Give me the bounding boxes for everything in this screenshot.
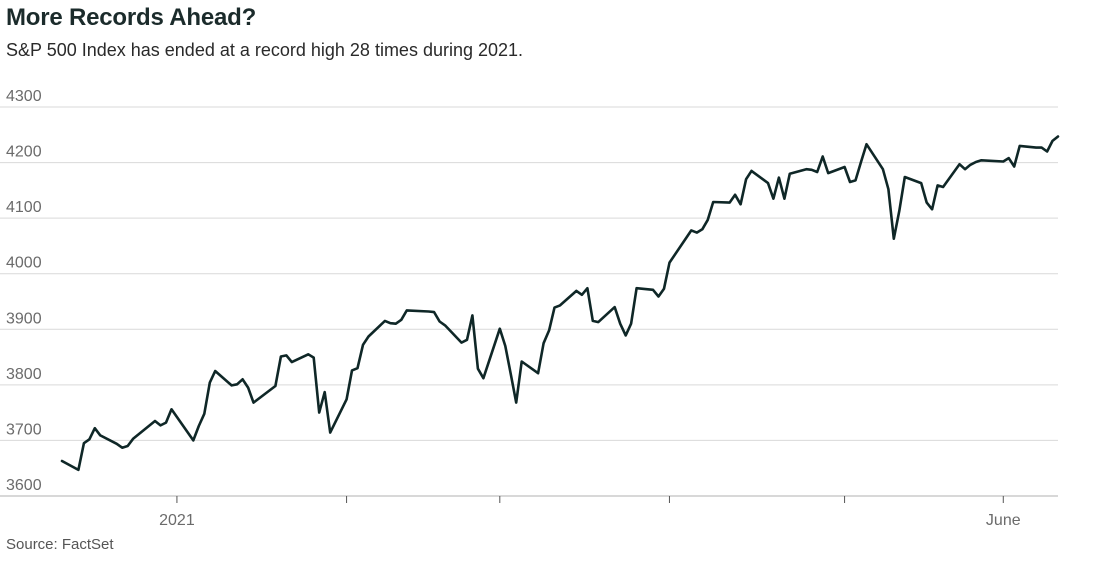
y-tick-label: 4000	[6, 255, 42, 272]
chart-subtitle: S&P 500 Index has ended at a record high…	[6, 40, 524, 60]
x-tick-label: June	[986, 512, 1021, 529]
y-tick-label: 4200	[6, 144, 42, 161]
chart-title: More Records Ahead?	[6, 4, 257, 31]
y-tick-label: 4100	[6, 199, 42, 216]
source-note: Source: FactSet	[6, 536, 114, 553]
y-tick-label: 3600	[6, 477, 42, 494]
y-tick-label: 3700	[6, 421, 42, 438]
y-tick-label: 4300	[6, 88, 42, 105]
y-tick-label: 3800	[6, 366, 42, 383]
x-tick-label: 2021	[159, 512, 195, 529]
y-tick-label: 3900	[6, 310, 42, 327]
series-line	[60, 135, 1060, 472]
